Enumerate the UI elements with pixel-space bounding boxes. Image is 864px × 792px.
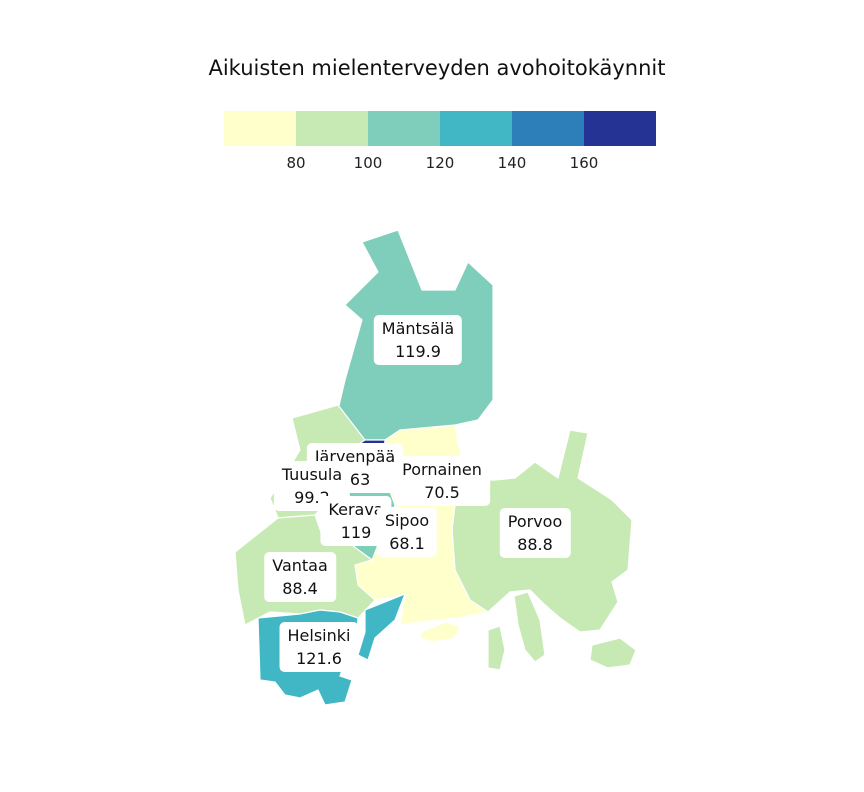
legend-swatch-5 xyxy=(512,111,584,146)
legend-swatch-3 xyxy=(368,111,440,146)
color-legend xyxy=(224,111,656,146)
legend-swatch-1 xyxy=(224,111,296,146)
label-helsinki: Helsinki 121.6 xyxy=(279,622,359,672)
legend-swatch-4 xyxy=(440,111,512,146)
label-porvoo: Porvoo 88.8 xyxy=(499,508,571,558)
region-value: 121.6 xyxy=(296,649,342,668)
region-name: Kerava xyxy=(328,500,384,519)
region-name: Pornainen xyxy=(402,460,482,479)
legend-swatch-2 xyxy=(296,111,368,146)
region-value: 70.5 xyxy=(424,483,460,502)
legend-tick: 100 xyxy=(353,154,383,172)
region-value: 119.9 xyxy=(395,342,441,361)
legend-tick: 120 xyxy=(425,154,455,172)
region-name: Mäntsälä xyxy=(381,319,455,338)
label-mantsala: Mäntsälä 119.9 xyxy=(373,315,463,365)
region-value: 88.8 xyxy=(517,535,553,554)
region-name: Vantaa xyxy=(272,556,328,575)
legend-tick: 140 xyxy=(497,154,527,172)
region-value: 88.4 xyxy=(282,579,318,598)
legend-swatch-6 xyxy=(584,111,656,146)
region-value: 119 xyxy=(340,523,372,542)
region-name: Porvoo xyxy=(507,512,563,531)
region-name: Helsinki xyxy=(287,626,351,645)
map-title: Aikuisten mielenterveyden avohoitokäynni… xyxy=(208,56,666,80)
legend-tick: 160 xyxy=(569,154,599,172)
legend-ticks: 80 100 120 140 160 xyxy=(224,154,656,174)
label-vantaa: Vantaa 88.4 xyxy=(264,552,336,602)
region-name: Tuusula xyxy=(281,465,343,484)
label-pornainen: Pornainen 70.5 xyxy=(394,456,490,506)
legend-tick: 80 xyxy=(286,154,306,172)
region-value: 68.1 xyxy=(389,534,425,553)
label-sipoo: Sipoo 68.1 xyxy=(376,507,438,557)
region-name: Sipoo xyxy=(384,511,430,530)
